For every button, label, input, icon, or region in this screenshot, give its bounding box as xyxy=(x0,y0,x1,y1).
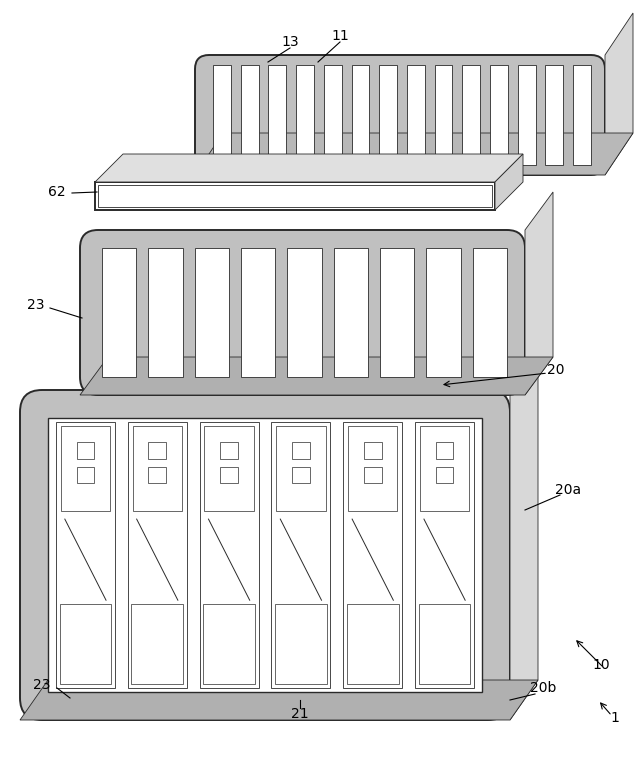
Bar xyxy=(435,65,452,165)
Bar xyxy=(545,65,563,165)
FancyBboxPatch shape xyxy=(20,390,510,720)
Bar xyxy=(268,65,286,165)
Bar xyxy=(462,65,480,165)
Bar xyxy=(98,185,492,207)
FancyBboxPatch shape xyxy=(80,230,525,395)
Bar xyxy=(573,65,591,165)
Bar xyxy=(241,65,259,165)
Text: 10: 10 xyxy=(592,658,610,672)
Bar xyxy=(292,466,310,484)
Bar xyxy=(364,466,381,484)
Text: 23: 23 xyxy=(28,298,45,312)
Bar xyxy=(241,248,275,377)
Bar xyxy=(77,443,94,459)
Polygon shape xyxy=(605,13,633,175)
Bar xyxy=(292,443,310,459)
Bar xyxy=(351,65,369,165)
Bar xyxy=(213,65,231,165)
Bar xyxy=(77,466,94,484)
Polygon shape xyxy=(525,192,553,395)
Polygon shape xyxy=(510,350,538,720)
Bar xyxy=(60,604,111,684)
Bar xyxy=(296,65,314,165)
Text: 1: 1 xyxy=(611,711,620,725)
Bar xyxy=(518,65,536,165)
Bar xyxy=(203,604,255,684)
Bar xyxy=(102,248,136,377)
Bar xyxy=(148,443,166,459)
Bar xyxy=(287,248,322,377)
Text: 20b: 20b xyxy=(530,681,556,695)
Polygon shape xyxy=(95,154,523,182)
Bar xyxy=(436,443,453,459)
Polygon shape xyxy=(20,680,538,720)
Polygon shape xyxy=(80,357,553,395)
Bar xyxy=(420,426,469,511)
Bar xyxy=(419,604,470,684)
Bar xyxy=(220,466,238,484)
Bar xyxy=(364,443,381,459)
Polygon shape xyxy=(495,154,523,210)
Polygon shape xyxy=(195,133,633,175)
Bar xyxy=(271,422,330,688)
Bar xyxy=(407,65,425,165)
Bar xyxy=(48,418,482,692)
Bar xyxy=(148,466,166,484)
Bar xyxy=(148,248,182,377)
Bar xyxy=(204,426,254,511)
Bar xyxy=(426,248,461,377)
Bar xyxy=(347,604,399,684)
Bar xyxy=(200,422,259,688)
Bar xyxy=(380,65,397,165)
Text: 20a: 20a xyxy=(555,483,581,497)
Text: 21: 21 xyxy=(291,707,309,721)
Bar xyxy=(380,248,414,377)
Bar xyxy=(415,422,474,688)
Bar xyxy=(275,604,327,684)
Bar xyxy=(276,426,326,511)
Bar xyxy=(95,182,495,210)
Bar xyxy=(131,604,183,684)
Bar xyxy=(132,426,182,511)
Bar xyxy=(490,65,508,165)
Bar xyxy=(61,426,110,511)
Bar xyxy=(343,422,402,688)
Bar xyxy=(333,248,368,377)
Bar xyxy=(436,466,453,484)
Bar xyxy=(195,248,229,377)
Bar xyxy=(220,443,238,459)
Bar xyxy=(473,248,507,377)
FancyBboxPatch shape xyxy=(195,55,605,175)
Text: 23: 23 xyxy=(33,678,51,692)
Text: 62: 62 xyxy=(48,185,66,199)
Bar xyxy=(128,422,187,688)
Text: 11: 11 xyxy=(331,29,349,43)
Bar xyxy=(348,426,397,511)
Text: 20: 20 xyxy=(547,363,564,377)
Text: 13: 13 xyxy=(281,35,299,49)
Bar xyxy=(324,65,342,165)
Bar xyxy=(56,422,115,688)
